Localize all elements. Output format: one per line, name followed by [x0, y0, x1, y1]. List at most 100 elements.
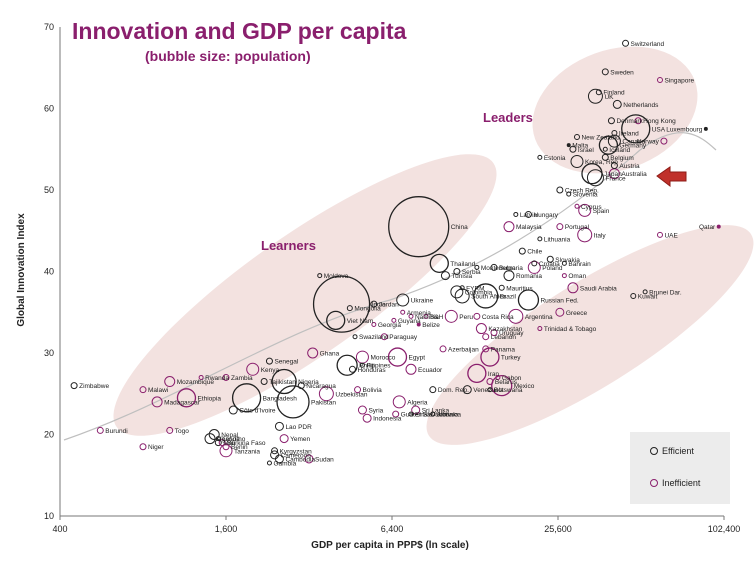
- data-point: [656, 76, 663, 83]
- data-point: [517, 289, 540, 311]
- data-point: [96, 426, 104, 434]
- point-label: Panama: [491, 346, 516, 353]
- data-point: [578, 203, 592, 217]
- x-tick-label: 6,400: [381, 524, 404, 534]
- point-label: Costa Rica: [482, 314, 514, 321]
- data-point: [587, 88, 603, 104]
- point-label: Switzerland: [631, 41, 665, 48]
- point-label: UK: [604, 94, 614, 101]
- point-label: Jamaica: [437, 412, 462, 419]
- point-label: Namibia: [415, 314, 439, 321]
- leaders-zone: [532, 46, 698, 174]
- data-point: [271, 447, 279, 455]
- x-tick-label: 102,400: [708, 524, 741, 534]
- point-label: Uzbekistan: [335, 391, 368, 398]
- point-label: Portugal: [565, 224, 590, 231]
- point-label: Tanzania: [234, 448, 260, 455]
- data-point: [429, 253, 449, 274]
- data-point: [380, 333, 388, 341]
- point-label: Philippines: [359, 363, 391, 370]
- y-tick-label: 70: [44, 22, 54, 32]
- data-point: [473, 312, 481, 320]
- point-label: Cambodia: [285, 456, 315, 463]
- data-point: [716, 224, 721, 229]
- point-label: Turkey: [501, 355, 521, 362]
- data-point: [556, 186, 564, 194]
- data-point: [601, 68, 609, 76]
- point-label: Bulgaria: [499, 265, 523, 272]
- point-label: Armenia: [407, 310, 432, 317]
- data-point: [612, 99, 622, 109]
- legend-label-inefficient: Inefficient: [662, 478, 701, 488]
- point-label: Singapore: [664, 77, 694, 84]
- point-label: Cameroon: [281, 452, 312, 459]
- point-label: Canada: [622, 139, 645, 146]
- data-point: [598, 135, 619, 155]
- data-point: [531, 260, 538, 267]
- point-label: Qatar: [699, 224, 716, 231]
- data-point: [602, 146, 608, 152]
- point-label: India: [372, 302, 386, 309]
- data-point: [405, 363, 417, 375]
- point-label: Dom. Rep.: [438, 387, 469, 394]
- group-label-leaders: Leaders: [483, 110, 533, 125]
- data-point: [208, 429, 220, 440]
- data-point: [307, 347, 319, 359]
- point-label: Norway: [637, 139, 660, 146]
- point-label: Gambia: [273, 461, 296, 468]
- point-label: Kenya: [261, 367, 280, 374]
- data-point: [359, 362, 365, 368]
- data-point: [475, 323, 487, 335]
- data-point: [429, 386, 437, 394]
- point-label: Slovakia: [555, 257, 580, 264]
- point-label: Thailand: [450, 261, 475, 268]
- data-point: [139, 386, 147, 394]
- y-tick-label: 30: [44, 348, 54, 358]
- point-label: Colombia: [465, 289, 493, 296]
- point-label: Denmark: [616, 118, 643, 125]
- data-point: [642, 289, 648, 295]
- data-point: [513, 211, 519, 217]
- point-label: Hong Kong: [643, 118, 676, 125]
- data-point: [392, 410, 400, 418]
- data-point: [622, 39, 630, 47]
- data-point: [297, 382, 305, 390]
- data-point: [537, 326, 543, 332]
- point-label: Croatia: [539, 261, 560, 268]
- point-label: Hungary: [533, 212, 558, 219]
- point-label: Burkina Faso: [227, 440, 266, 447]
- point-label: Swaziland: [359, 334, 389, 341]
- x-tick-label: 25,600: [544, 524, 572, 534]
- point-label: Uruguay: [499, 330, 524, 337]
- data-point: [346, 305, 353, 312]
- learners-zone: [113, 154, 497, 436]
- point-label: Bangladesh: [263, 395, 298, 402]
- point-label: Benin: [231, 444, 248, 451]
- data-point: [164, 376, 176, 388]
- data-point: [577, 227, 593, 243]
- point-label: Argentina: [525, 314, 553, 321]
- point-label: Brazil: [500, 293, 517, 300]
- data-point: [439, 345, 447, 353]
- point-label: Japan: [604, 171, 622, 178]
- data-point: [453, 268, 461, 275]
- point-label: FYRM: [466, 285, 484, 292]
- data-point: [176, 388, 197, 408]
- data-point: [518, 247, 526, 255]
- point-label: Rwanda: [205, 375, 229, 382]
- point-label: Côte d'Ivoire: [239, 408, 276, 415]
- data-point: [703, 126, 708, 131]
- point-label: El Salvador: [415, 412, 449, 419]
- point-label: Lesotho: [222, 436, 246, 443]
- point-label: Nepal: [221, 432, 239, 439]
- point-label: Uganda: [217, 436, 240, 443]
- data-point: [357, 405, 367, 415]
- point-label: Bahrain: [568, 261, 591, 268]
- x-axis-label: GDP per capita in PPP$ (ln scale): [311, 540, 469, 551]
- point-label: Indonesia: [373, 416, 402, 423]
- point-label: Slovenia: [573, 192, 598, 199]
- point-label: Fiji: [366, 363, 374, 370]
- bubbles-layer: [70, 39, 721, 466]
- point-label: Venezuela: [473, 387, 504, 394]
- point-label: Moldova: [324, 273, 349, 280]
